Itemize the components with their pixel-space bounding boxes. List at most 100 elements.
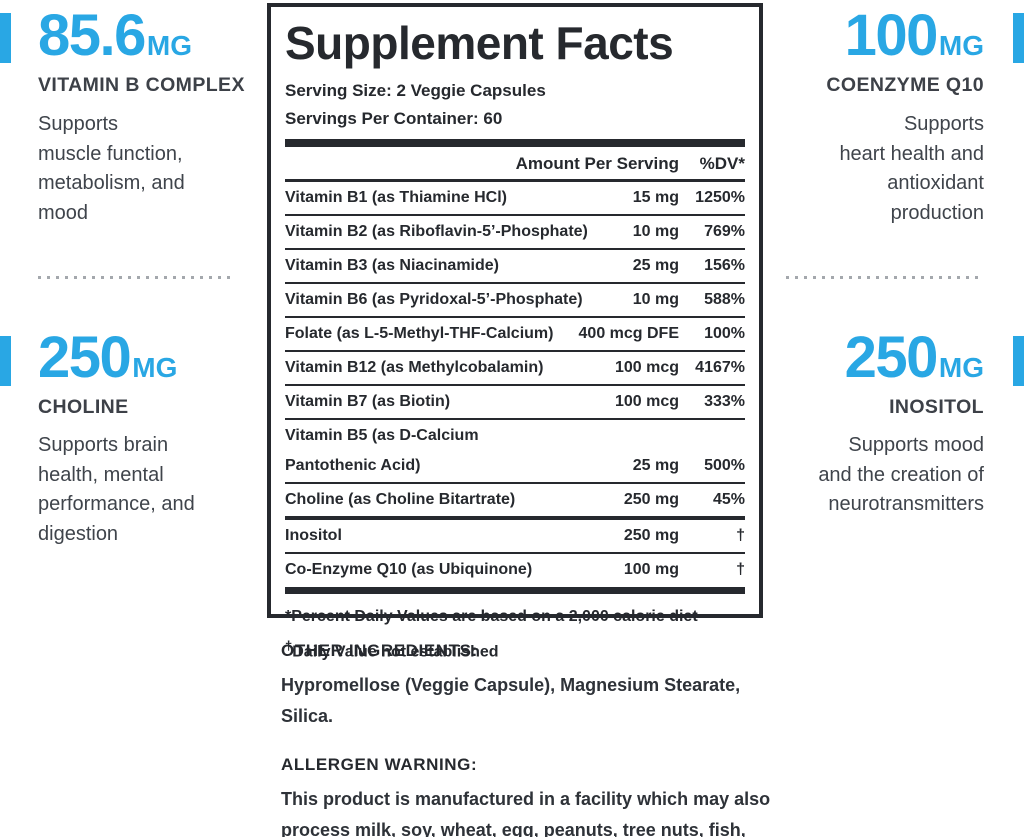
stat-value-vitamin-b-complex: 85.6MG xyxy=(38,7,192,74)
dagger-symbol: † xyxy=(285,638,293,653)
other-ingredients-text: Hypromellose (Veggie Capsule), Magnesium… xyxy=(281,670,771,731)
text-line: Hypromellose (Veggie Capsule), Magnesium… xyxy=(281,675,741,695)
stat-unit: MG xyxy=(146,30,192,61)
footnote-daily-values: *Percent Daily Values are based on a 2,0… xyxy=(285,608,698,625)
desc-line: health, mental xyxy=(38,463,164,486)
stat-label-inositol: INOSITOL xyxy=(889,396,984,418)
nutrient-name: Inositol xyxy=(285,527,342,544)
nutrient-row: Co-Enzyme Q10 (as Ubiquinone) 100 mg † xyxy=(285,552,745,586)
nutrient-dv: 45% xyxy=(712,491,745,508)
stat-description: Supports mood and the creation of neurot… xyxy=(768,431,984,520)
allergen-warning-heading: ALLERGEN WARNING: xyxy=(281,755,478,774)
stat-description: Supports heart health and antioxidant pr… xyxy=(768,110,984,228)
nutrient-name: Vitamin B6 (as Pyridoxal-5’-Phosphate) xyxy=(285,291,583,308)
dotted-divider xyxy=(38,276,230,279)
nutrient-row: Choline (as Choline Bitartrate) 250 mg 4… xyxy=(285,482,745,516)
desc-line: performance, and xyxy=(38,493,195,515)
desc-line: Supports mood xyxy=(848,434,984,456)
nutrient-amount: 100 mg xyxy=(623,561,679,578)
stat-label-choline: CHOLINE xyxy=(38,396,129,418)
nutrient-dv: 500% xyxy=(704,457,745,474)
dagger-text: Daily Value not established xyxy=(292,643,499,661)
panel-title: Supplement Facts xyxy=(285,17,674,69)
stat-unit: MG xyxy=(938,352,984,383)
other-ingredients-heading: OTHER INGREDIENTS: xyxy=(281,641,478,660)
stat-value-inositol: 250MG xyxy=(845,329,984,396)
nutrient-amount: 25 mg xyxy=(632,257,679,274)
text-line: process milk, soy, wheat, egg, peanuts, … xyxy=(281,819,746,837)
nutrient-amount: 15 mg xyxy=(632,189,679,206)
accent-bar xyxy=(0,336,11,386)
stat-label-coenzyme-q10: COENZYME Q10 xyxy=(826,74,984,96)
nutrient-row: Vitamin B3 (as Niacinamide) 25 mg 156% xyxy=(285,248,745,282)
nutrient-dv: 1250% xyxy=(695,189,745,206)
desc-line: production xyxy=(890,201,984,224)
nutrient-name: Folate (as L-5-Methyl-THF-Calcium) xyxy=(285,325,554,342)
stat-number: 100 xyxy=(844,3,939,68)
divider-thick xyxy=(285,139,745,147)
nutrient-amount: 10 mg xyxy=(632,291,679,308)
nutrient-amount: 10 mg xyxy=(632,223,679,240)
desc-line: digestion xyxy=(38,522,119,545)
nutrient-dv: 100% xyxy=(704,325,745,342)
desc-line: muscle function, xyxy=(38,142,183,165)
nutrient-name: Choline (as Choline Bitartrate) xyxy=(285,491,516,508)
nutrient-row: Inositol 250 mg † xyxy=(285,516,745,552)
nutrient-dv: 333% xyxy=(704,393,745,410)
divider-thick xyxy=(285,587,745,594)
desc-line: metabolism, and xyxy=(38,172,185,194)
desc-line: Supports xyxy=(903,113,984,135)
amount-column-header: Amount Per Serving xyxy=(515,154,679,173)
nutrient-row: Vitamin B6 (as Pyridoxal-5’-Phosphate) 1… xyxy=(285,282,745,316)
accent-bar xyxy=(1013,336,1024,386)
stat-value-choline: 250MG xyxy=(38,329,178,396)
nutrient-table: Vitamin B1 (as Thiamine HCl) 15 mg 1250%… xyxy=(285,182,745,586)
nutrient-name: Vitamin B7 (as Biotin) xyxy=(285,393,451,410)
nutrient-dv: † xyxy=(736,527,745,544)
stat-number: 250 xyxy=(844,325,939,390)
stat-label-vitamin-b-complex: VITAMIN B COMPLEX xyxy=(38,74,245,96)
servings-per-container: Servings Per Container: 60 xyxy=(285,109,503,128)
nutrient-amount: 400 mcg DFE xyxy=(578,325,679,342)
nutrient-dv: † xyxy=(736,561,745,578)
nutrient-name: Vitamin B12 (as Methylcobalamin) xyxy=(285,359,544,376)
nutrient-amount: 100 mcg xyxy=(614,393,679,410)
nutrient-row: Vitamin B1 (as Thiamine HCl) 15 mg 1250% xyxy=(285,182,745,214)
stat-number: 85.6 xyxy=(38,3,146,68)
desc-line: neurotransmitters xyxy=(828,493,984,515)
supplement-facts-panel: Supplement Facts Serving Size: 2 Veggie … xyxy=(267,3,763,660)
stat-description: Supports brain health, mental performanc… xyxy=(38,431,248,549)
footnote-dagger: †Daily Value not established xyxy=(285,635,745,663)
nutrient-amount: 250 mg xyxy=(623,527,679,544)
nutrient-dv: 156% xyxy=(704,257,745,274)
allergen-warning-text: This product is manufactured in a facili… xyxy=(281,784,771,837)
nutrient-dv: 588% xyxy=(704,291,745,308)
stat-description: Supports muscle function, metabolism, an… xyxy=(38,110,248,228)
nutrient-amount: 250 mg xyxy=(623,491,679,508)
stat-value-coenzyme-q10: 100MG xyxy=(845,7,984,74)
serving-size: Serving Size: 2 Veggie Capsules xyxy=(285,81,546,100)
stat-unit: MG xyxy=(938,30,984,61)
text-line: This product is manufactured in a facili… xyxy=(281,789,771,809)
desc-line: Supports xyxy=(38,113,119,135)
dv-column-header: %DV* xyxy=(699,154,745,173)
stat-number: 250 xyxy=(38,325,132,390)
desc-line: heart health and xyxy=(839,142,984,165)
bottom-text-block: OTHER INGREDIENTS: Hypromellose (Veggie … xyxy=(281,641,771,837)
accent-bar xyxy=(0,13,11,63)
nutrient-amount: 100 mcg xyxy=(614,359,679,376)
nutrient-dv: 769% xyxy=(704,223,745,240)
nutrient-name-line1: Vitamin B5 (as D-Calcium xyxy=(285,427,479,444)
nutrient-row: Vitamin B2 (as Riboflavin-5’-Phosphate) … xyxy=(285,214,745,248)
desc-line: and the creation of xyxy=(818,463,984,486)
nutrient-row: Folate (as L-5-Methyl-THF-Calcium) 400 m… xyxy=(285,316,745,350)
nutrient-row: Vitamin B12 (as Methylcobalamin) 100 mcg… xyxy=(285,350,745,384)
nutrient-row: Vitamin B7 (as Biotin) 100 mcg 333% xyxy=(285,384,745,418)
nutrient-name: Vitamin B2 (as Riboflavin-5’-Phosphate) xyxy=(285,223,588,240)
stat-unit: MG xyxy=(132,352,178,383)
desc-line: mood xyxy=(38,201,89,224)
nutrient-name-line2: Pantothenic Acid) xyxy=(285,457,421,474)
nutrient-name: Vitamin B1 (as Thiamine HCl) xyxy=(285,189,507,206)
nutrient-amount: 25 mg xyxy=(632,457,679,474)
